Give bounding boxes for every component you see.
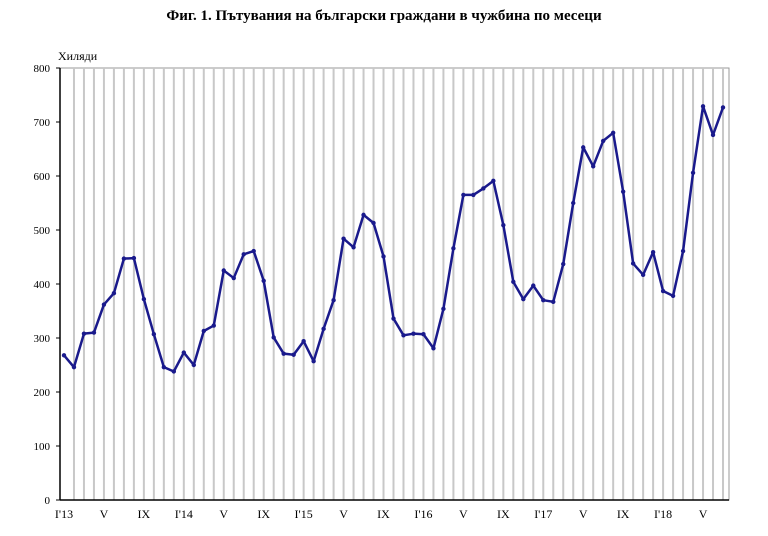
x-tick-label: V — [339, 507, 348, 521]
data-point — [531, 283, 536, 288]
y-axis-label: Хиляди — [58, 49, 98, 63]
data-point — [620, 189, 626, 194]
data-point — [391, 316, 396, 321]
x-tick-label: IX — [138, 507, 151, 521]
x-tick-label: I'15 — [295, 507, 313, 521]
data-point — [650, 249, 656, 255]
data-point — [321, 326, 326, 332]
data-point — [191, 362, 196, 368]
data-point — [111, 290, 117, 296]
data-point — [221, 268, 226, 273]
chart-title: Фиг. 1. Пътувания на български граждани … — [166, 8, 602, 24]
data-point — [690, 170, 696, 175]
data-point — [451, 246, 456, 251]
data-point — [471, 192, 476, 198]
y-tick-label: 200 — [34, 387, 51, 399]
y-tick-label: 600 — [34, 171, 51, 183]
data-point — [411, 331, 416, 336]
x-tick-label: I'14 — [175, 507, 193, 521]
data-point — [700, 104, 706, 109]
data-point — [660, 288, 666, 294]
y-tick-label: 300 — [34, 333, 51, 345]
y-tick-label: 800 — [34, 63, 51, 75]
x-tick-label: I'18 — [654, 507, 672, 521]
data-point — [301, 339, 306, 344]
data-point — [201, 328, 206, 334]
data-point — [231, 275, 236, 281]
data-point — [101, 302, 107, 307]
data-point — [710, 132, 716, 138]
x-tick-label: IX — [617, 507, 630, 521]
data-point — [181, 350, 187, 355]
data-point — [680, 248, 686, 254]
data-point — [551, 299, 556, 305]
x-tick-label: IX — [377, 507, 390, 521]
data-point — [371, 220, 376, 226]
data-point — [271, 335, 276, 340]
data-point — [521, 296, 526, 302]
data-point — [541, 298, 546, 303]
data-point — [131, 255, 137, 261]
data-point — [351, 245, 356, 250]
data-point — [91, 330, 97, 335]
data-point — [591, 164, 596, 169]
data-point — [241, 252, 246, 257]
data-point — [171, 369, 177, 374]
data-point — [291, 352, 296, 357]
data-point — [141, 296, 147, 302]
data-point — [331, 298, 336, 303]
data-point — [71, 364, 77, 370]
data-point — [361, 212, 366, 218]
data-point — [311, 359, 316, 364]
x-tick-label: V — [699, 507, 708, 521]
y-tick-label: 0 — [45, 495, 51, 507]
y-tick-label: 700 — [34, 117, 51, 129]
x-tick-label: I'16 — [414, 507, 432, 521]
data-point — [341, 236, 346, 241]
data-point — [501, 222, 506, 228]
data-point — [491, 178, 496, 184]
data-point — [610, 130, 616, 135]
data-point — [281, 351, 286, 356]
data-point — [720, 105, 726, 110]
data-point — [481, 186, 486, 191]
y-tick-label: 100 — [34, 441, 51, 453]
data-point — [121, 256, 127, 261]
data-point — [211, 323, 216, 328]
y-tick-label: 500 — [34, 225, 51, 237]
data-point — [61, 353, 67, 358]
data-point — [511, 279, 516, 285]
x-tick-label: V — [219, 507, 228, 521]
data-point — [421, 332, 426, 337]
y-tick-label: 400 — [34, 279, 51, 291]
data-point — [151, 332, 157, 337]
data-point — [600, 138, 606, 144]
data-point — [381, 254, 386, 259]
data-point — [161, 364, 167, 370]
data-point — [401, 333, 406, 338]
x-tick-label: IX — [257, 507, 270, 521]
data-point — [670, 293, 676, 299]
x-tick-label: V — [100, 507, 109, 521]
data-point — [441, 306, 446, 312]
data-point — [561, 261, 566, 267]
x-tick-label: IX — [497, 507, 510, 521]
data-point — [571, 200, 576, 206]
data-point — [640, 272, 646, 278]
data-point — [431, 346, 436, 351]
data-point — [81, 331, 87, 336]
data-point — [261, 278, 266, 283]
x-tick-label: I'13 — [55, 507, 73, 521]
data-point — [581, 145, 586, 150]
data-point — [630, 261, 636, 266]
x-tick-label: I'17 — [534, 507, 552, 521]
x-tick-label: V — [459, 507, 468, 521]
data-point — [461, 192, 466, 198]
x-tick-label: V — [579, 507, 588, 521]
data-point — [251, 248, 256, 254]
